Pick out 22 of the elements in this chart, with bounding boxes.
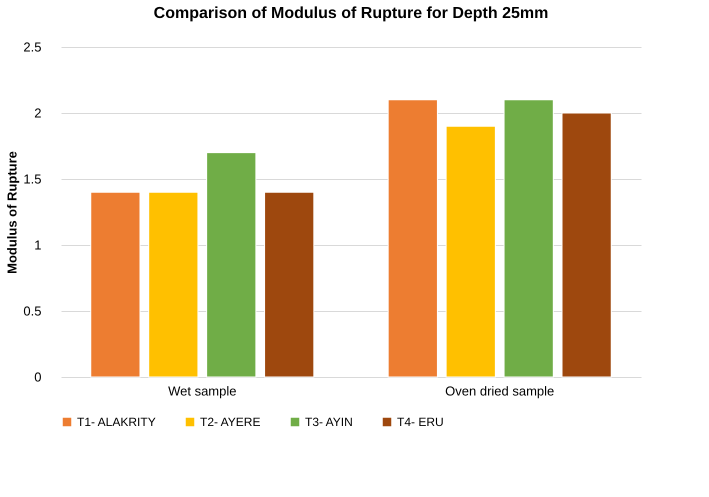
bar bbox=[504, 99, 554, 378]
bar bbox=[264, 192, 314, 378]
bar bbox=[148, 192, 198, 378]
bar bbox=[90, 192, 140, 378]
bar bbox=[562, 112, 612, 378]
bar bbox=[446, 126, 496, 378]
legend-label: T3- AYIN bbox=[305, 415, 353, 429]
x-tick-label: Wet sample bbox=[168, 384, 236, 398]
y-axis-title: Modulus of Rupture bbox=[4, 151, 20, 274]
y-tick-label: 1 bbox=[34, 238, 42, 252]
legend-label: T4- ERU bbox=[397, 415, 444, 429]
bar bbox=[388, 99, 438, 378]
y-tick-label: 0 bbox=[34, 370, 42, 384]
chart-title: Comparison of Modulus of Rupture for Depth 25mm bbox=[154, 5, 548, 22]
legend-label: T1- ALAKRITY bbox=[77, 415, 156, 429]
legend-label: T2- AYERE bbox=[200, 415, 260, 429]
x-tick-label: Oven dried sample bbox=[445, 384, 554, 398]
y-tick-label: 2 bbox=[34, 106, 42, 120]
y-tick-label: 2.5 bbox=[23, 40, 42, 54]
y-tick-label: 0.5 bbox=[23, 304, 42, 318]
y-tick-label: 1.5 bbox=[23, 172, 42, 186]
bar bbox=[206, 152, 256, 378]
